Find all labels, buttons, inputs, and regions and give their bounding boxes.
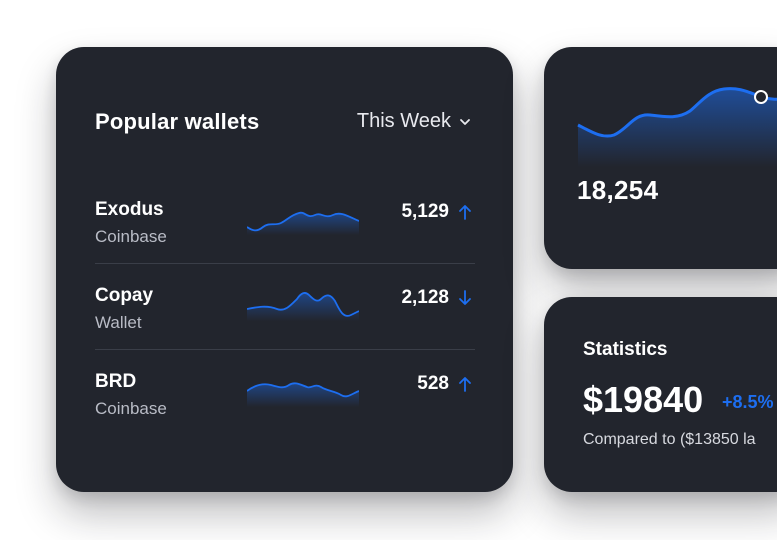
wallet-name: BRD [95,371,137,392]
period-filter-dropdown[interactable]: This Week [357,110,471,133]
chevron-down-icon [460,118,470,125]
wallet-row-exodus[interactable]: Exodus Coinbase 5,129 [95,199,475,285]
wallet-name: Copay [95,285,154,306]
statistics-card: Statistics $19840 +8.5% Compared to ($13… [544,297,777,492]
sparkline-chart [247,292,359,321]
chart-point-marker[interactable] [754,90,768,104]
statistics-comparison: Compared to ($13850 la [583,431,756,448]
sparkline-chart [247,382,359,407]
arrow-down-icon [459,290,471,305]
wallet-subtitle: Wallet [95,313,142,332]
area-line-chart [577,87,777,167]
wallet-subtitle: Coinbase [95,227,167,246]
statistics-change: +8.5% [722,392,774,412]
wallet-value: 528 [417,373,449,394]
wallet-value: 5,129 [401,201,449,222]
wallet-name: Exodus [95,199,164,220]
row-divider [95,263,475,264]
wallet-subtitle: Coinbase [95,399,167,418]
arrow-up-icon [459,377,471,392]
wallet-value: 2,128 [401,287,449,308]
statistics-amount: $19840 [583,379,704,420]
period-filter-label: This Week [356,110,451,132]
overview-value: 18,254 [577,175,659,205]
popular-wallets-card: Popular wallets This Week Exodus Coinbas… [56,47,513,492]
wallet-row-brd[interactable]: BRD Coinbase 528 [95,371,475,457]
wallets-title: Popular wallets [95,109,260,134]
statistics-title: Statistics [583,339,668,360]
arrow-up-icon [459,205,471,220]
row-divider [95,349,475,350]
overview-chart-card: 18,254 [544,47,777,269]
wallet-row-copay[interactable]: Copay Wallet 2,128 [95,285,475,371]
sparkline-chart [247,211,359,235]
